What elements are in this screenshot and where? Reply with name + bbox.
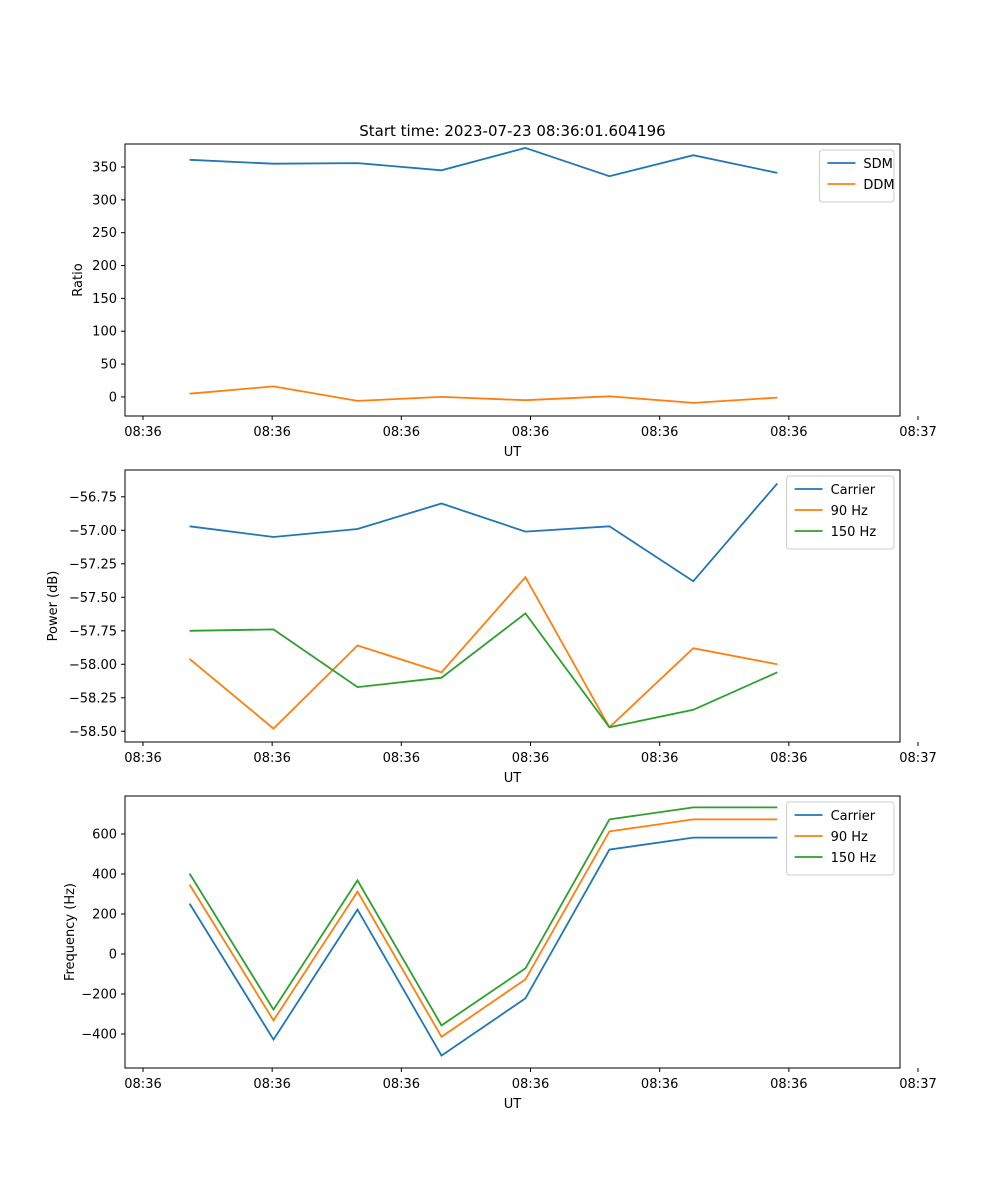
x-tick-label: 08:36 [383,751,420,766]
y-axis-label: Frequency (Hz) [63,883,78,981]
x-tick-label: 08:36 [770,425,807,440]
legend-label: Carrier [831,483,876,498]
y-tick-label: 350 [92,160,117,175]
x-axis-label: UT [504,1097,522,1112]
chart-panel-2: 08:36 08:36 08:36 08:36 08:36 08:36 08:37 −58.5… [46,469,937,786]
y-axis-label: Ratio [71,263,86,296]
y-tick-label: 0 [109,948,117,963]
y-tick-label: −58.50 [69,725,117,740]
series-line-sdm [189,146,778,178]
y-tick-label: 400 [92,868,117,883]
series-line-90-hz [189,575,778,730]
y-tick-label: 600 [92,828,117,843]
y-tick-label: −57.50 [69,591,117,606]
legend: Carrier 90 Hz 150 Hz [786,475,895,550]
legend-label: 90 Hz [831,830,868,845]
y-tick-label: 250 [92,226,117,241]
legend: Carrier 90 Hz 150 Hz [786,801,895,876]
y-tick-label: −58.25 [69,691,117,706]
legend-label: 90 Hz [831,504,868,519]
y-tick-label: −57.00 [69,524,117,539]
x-tick-label: 08:36 [124,1077,161,1092]
series-line-carrier [189,482,778,583]
y-tick-label: 200 [92,259,117,274]
axes-frame [124,143,901,417]
x-tick-label: 08:36 [512,425,549,440]
x-tick-label: 08:36 [383,425,420,440]
x-tick-label: 08:36 [124,751,161,766]
x-tick-label: 08:37 [899,1077,936,1092]
legend-label: 150 Hz [831,851,877,866]
x-axis-label: UT [504,445,522,460]
x-tick-label: 08:36 [253,425,290,440]
y-tick-label: −57.25 [69,557,117,572]
y-tick-label: −57.75 [69,624,117,639]
y-tick-label: 150 [92,292,117,307]
y-tick-label: 50 [100,358,117,373]
series-line-ddm [189,385,778,404]
x-tick-label: 08:36 [253,1077,290,1092]
y-tick-label: −58.00 [69,658,117,673]
series-line-150-hz [189,612,778,729]
chart-panel-3: 08:36 08:36 08:36 08:36 08:36 08:36 08:37 −400 −… [63,795,937,1112]
legend-label: SDM [863,157,892,172]
y-axis-label: Power (dB) [46,571,61,642]
y-tick-label: −56.75 [69,490,117,505]
series-line-150-hz [188,806,778,1027]
legend-label: DDM [863,178,894,193]
legend-label: Carrier [831,809,876,824]
series-line-90-hz [188,818,778,1039]
x-tick-label: 08:36 [253,751,290,766]
legend: SDM DDM [818,149,895,203]
figure-title: Start time: 2023-07-23 08:36:01.604196 [359,122,665,140]
legend-label: 150 Hz [831,525,877,540]
y-tick-label: −400 [81,1028,117,1043]
axes-frame [124,795,901,1069]
y-tick-label: −200 [81,988,117,1003]
y-tick-label: 200 [92,908,117,923]
y-tick-label: 0 [109,390,117,405]
x-tick-label: 08:36 [641,751,678,766]
x-tick-label: 08:36 [641,1077,678,1092]
x-axis-label: UT [504,771,522,786]
x-tick-label: 08:36 [383,1077,420,1092]
chart-panel-1: 08:36 08:36 08:36 08:36 08:36 08:36 08:37 0 50 10… [71,143,937,460]
x-tick-label: 08:36 [641,425,678,440]
x-tick-label: 08:36 [770,751,807,766]
x-tick-label: 08:36 [770,1077,807,1092]
axes-frame [124,469,901,743]
chart-panels: 08:36 08:36 08:36 08:36 08:36 08:36 08:37 0 50 10… [46,143,937,1112]
y-tick-label: 300 [92,193,117,208]
x-tick-label: 08:36 [512,751,549,766]
x-tick-label: 08:37 [899,751,936,766]
series-line-carrier [188,836,778,1057]
x-tick-label: 08:36 [512,1077,549,1092]
y-tick-label: 100 [92,325,117,340]
x-tick-label: 08:37 [899,425,936,440]
x-tick-label: 08:36 [124,425,161,440]
